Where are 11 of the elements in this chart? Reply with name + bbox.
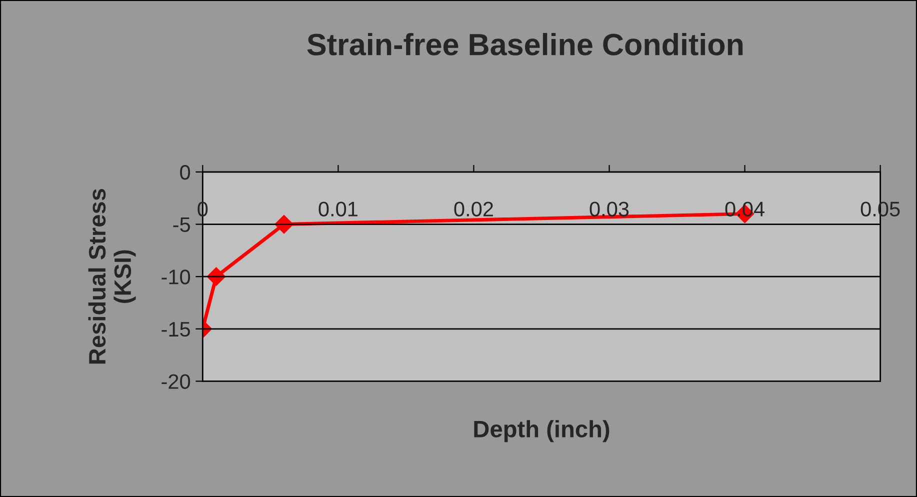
y-tick-label: -20 bbox=[162, 374, 190, 389]
x-axis-title: Depth (inch) bbox=[474, 420, 610, 442]
y-tick-label: -10 bbox=[162, 270, 190, 284]
y-tick-label: -5 bbox=[173, 217, 190, 232]
chart-title: Strain-free Baseline Condition bbox=[307, 32, 743, 56]
x-tick-label: 0.01 bbox=[318, 202, 358, 216]
y-tick-label: 0 bbox=[180, 164, 190, 180]
y-axis-title: Residual Stress (KSI) bbox=[88, 188, 136, 364]
x-tick-label: 0.02 bbox=[454, 202, 493, 216]
y-tick-label: -15 bbox=[162, 322, 190, 337]
x-tick-label: 0.03 bbox=[590, 202, 629, 216]
